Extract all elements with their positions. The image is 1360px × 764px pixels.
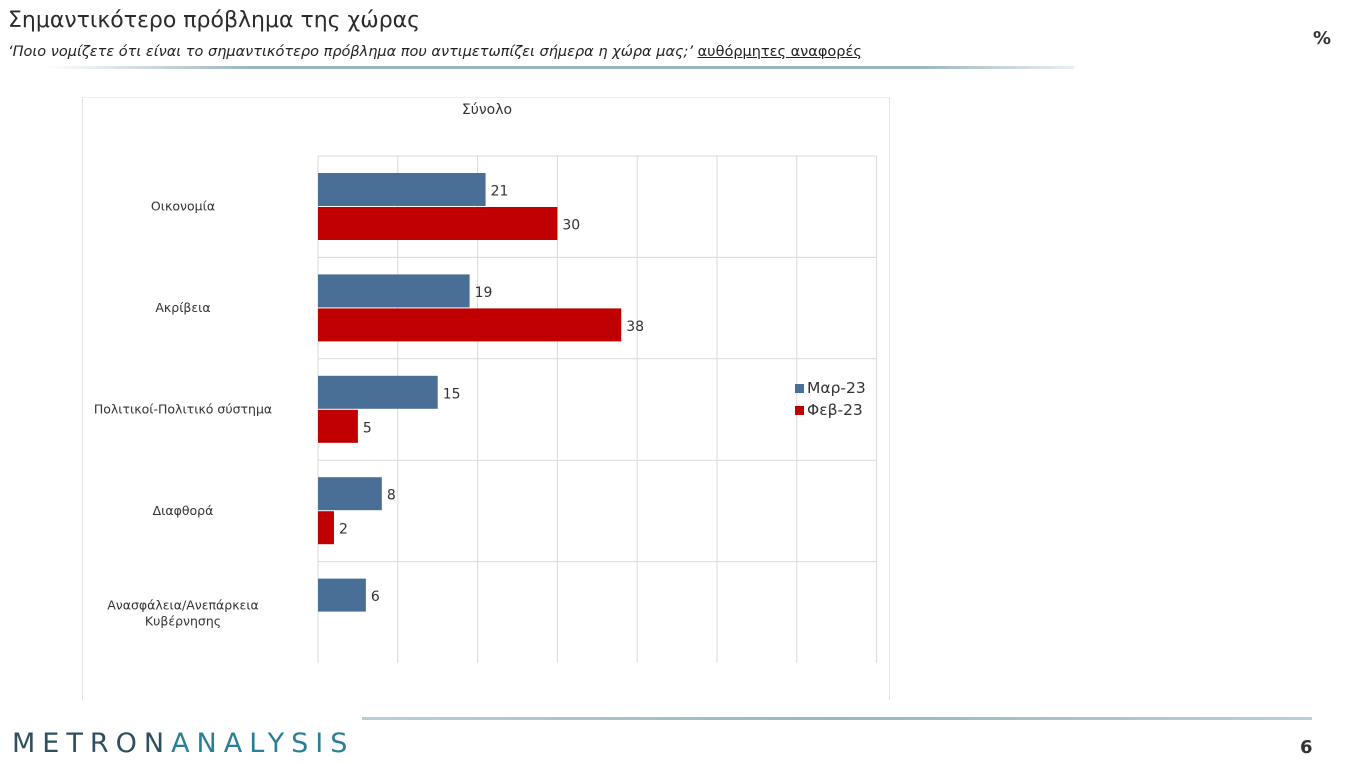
data-label: 15: [443, 386, 461, 402]
data-label: 19: [475, 285, 493, 301]
question-text: ‘Ποιο νομίζετε ότι είναι το σημαντικότερ…: [8, 44, 694, 60]
survey-question: ‘Ποιο νομίζετε ότι είναι το σημαντικότερ…: [8, 44, 862, 60]
data-label: 21: [491, 184, 509, 200]
legend-swatch: [795, 384, 804, 393]
category-label: Οικονομία: [151, 199, 215, 214]
category-label: Ακρίβεια: [155, 300, 210, 315]
bar-feb-23: [318, 409, 358, 443]
bar-feb-23: [318, 511, 334, 545]
data-label: 30: [562, 218, 580, 234]
bar-mar-23: [318, 578, 366, 612]
category-label: Πολιτικοί-Πολιτικό σύστημα: [94, 402, 272, 417]
logo-analysis: ANALYSIS: [171, 728, 355, 759]
data-label: 5: [363, 420, 372, 436]
data-label: 6: [371, 589, 380, 605]
bar-feb-23: [318, 207, 558, 240]
category-label: Ανασφάλεια/Ανεπάρκεια Κυβέρνησης: [107, 597, 259, 628]
bar-mar-23: [318, 375, 438, 409]
legend-label: Φεβ-23: [807, 401, 863, 419]
header-divider: [44, 66, 1074, 69]
data-label: 8: [387, 488, 396, 504]
unit-label: %: [1313, 28, 1332, 49]
legend-swatch: [795, 406, 804, 415]
category-label: Διαφθορά: [153, 503, 214, 518]
chart-title: Σύνολο: [462, 102, 512, 118]
legend-label: Μαρ-23: [807, 379, 866, 397]
bar-feb-23: [318, 308, 622, 342]
page-number: 6: [1300, 737, 1313, 758]
logo-metron: METRON: [12, 728, 172, 759]
bar-mar-23: [318, 274, 470, 308]
bar-mar-23: [318, 477, 382, 511]
page-title: Σημαντικότερο πρόβλημα της χώρας: [8, 8, 421, 33]
bar-mar-23: [318, 173, 486, 206]
question-note: αυθόρμητες αναφορές: [697, 44, 862, 60]
data-label: 2: [339, 522, 348, 538]
data-label: 38: [626, 319, 644, 335]
chart-panel: Σύνολο Οικονομία 21 30 Ακρίβεια 19 38 Πολιτικοί…: [82, 97, 890, 700]
footer-divider: [362, 717, 1312, 720]
metron-analysis-logo: METRONANALYSIS: [12, 728, 354, 759]
bar-chart: Σύνολο Οικονομία 21 30 Ακρίβεια 19 38 Πολιτικοί…: [94, 102, 878, 663]
